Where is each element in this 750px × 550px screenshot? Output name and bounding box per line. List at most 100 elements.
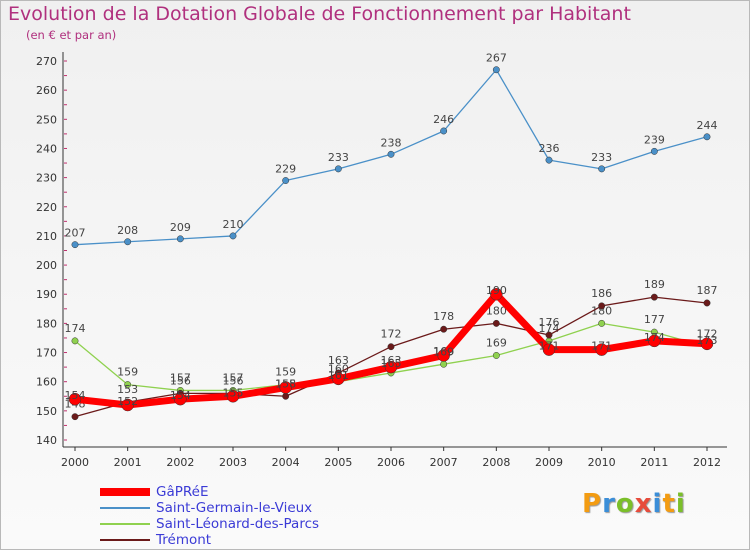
x-tick-label: 2001: [114, 456, 142, 469]
data-point: [542, 343, 556, 356]
data-label: 178: [433, 310, 454, 323]
y-tick-label: 210: [36, 230, 57, 243]
data-label: 244: [697, 119, 718, 132]
data-point: [437, 349, 450, 362]
data-label: 233: [591, 151, 612, 164]
data-point: [650, 293, 658, 301]
data-point: [226, 390, 240, 403]
data-label: 267: [486, 52, 507, 65]
chart-subtitle: (en € et par an): [26, 28, 117, 42]
x-tick-label: 2003: [219, 456, 247, 469]
data-point: [282, 177, 290, 184]
data-label: 169: [486, 336, 507, 349]
data-label: 177: [644, 313, 665, 326]
data-label: 207: [65, 227, 86, 240]
data-point: [440, 127, 448, 135]
legend-label: Saint-Germain-le-Vieux: [156, 499, 313, 516]
data-point: [229, 232, 237, 240]
data-label: 165: [381, 357, 402, 370]
x-tick-label: 2009: [535, 456, 563, 469]
x-tick-label: 2005: [324, 456, 352, 469]
data-label: 156: [223, 374, 244, 387]
x-tick-label: 2012: [693, 456, 721, 469]
data-point: [545, 156, 553, 164]
data-point: [121, 398, 134, 412]
legend-swatch: [100, 487, 150, 496]
data-label: 157: [223, 371, 244, 384]
data-point: [279, 381, 292, 394]
y-tick-label: 230: [36, 172, 57, 185]
data-point: [68, 392, 82, 406]
data-label: 180: [591, 304, 612, 317]
data-point: [176, 235, 184, 243]
data-label: 246: [433, 113, 454, 126]
data-label: 172: [697, 328, 718, 341]
data-point: [648, 334, 661, 348]
data-label: 153: [117, 383, 138, 396]
data-label: 233: [328, 151, 349, 164]
data-label: 189: [644, 278, 665, 291]
data-label: 186: [591, 287, 612, 300]
data-point: [384, 360, 398, 374]
legend-swatch: [100, 538, 150, 541]
x-tick-label: 2006: [377, 456, 405, 469]
data-label: 154: [170, 389, 191, 402]
data-label: 169: [433, 345, 454, 358]
legend-item: Trémont: [100, 532, 211, 548]
data-point: [332, 372, 345, 386]
data-point: [595, 343, 608, 356]
data-point: [387, 343, 395, 351]
data-label: 187: [697, 284, 718, 297]
legend-swatch: [100, 506, 150, 509]
y-tick-label: 270: [36, 55, 57, 68]
data-label: 209: [170, 221, 191, 234]
x-tick-label: 2004: [272, 456, 300, 469]
data-label: 171: [591, 340, 612, 353]
data-label: 158: [275, 378, 296, 391]
data-label: 156: [170, 374, 191, 387]
y-tick-label: 240: [36, 142, 57, 155]
data-point: [598, 165, 606, 173]
data-point: [71, 413, 79, 421]
x-tick-label: 2002: [166, 456, 194, 469]
data-label: 238: [381, 136, 402, 149]
data-label: 157: [170, 371, 191, 384]
data-point: [700, 337, 714, 351]
y-tick-label: 200: [36, 259, 57, 272]
proxiti-logo: Proxiti: [582, 489, 686, 519]
data-label: 159: [275, 366, 296, 379]
data-point: [71, 241, 79, 249]
data-label: 154: [65, 389, 86, 402]
data-point: [334, 165, 342, 173]
data-point: [124, 381, 132, 389]
data-point: [282, 392, 290, 400]
data-label: 210: [223, 218, 244, 231]
data-label: 161: [328, 369, 349, 382]
legend-item: Saint-Léonard-des-Parcs: [100, 515, 320, 532]
data-label: 239: [644, 133, 665, 146]
data-label: 176: [539, 316, 560, 329]
data-label: 152: [117, 395, 138, 408]
data-label: 155: [223, 386, 244, 399]
data-label: 173: [697, 334, 718, 347]
data-label: 159: [117, 366, 138, 379]
data-point: [545, 331, 553, 339]
legend-label: Saint-Léonard-des-Parcs: [156, 515, 320, 532]
data-point: [174, 392, 187, 406]
data-point: [71, 337, 79, 345]
y-tick-label: 250: [36, 113, 57, 126]
data-point: [490, 287, 503, 301]
series-saint-germain-le-vieux: 207 208 209 210 229 233 238 246 267 236 233 239 244: [65, 52, 718, 249]
data-label: 229: [275, 163, 296, 176]
data-label: 208: [117, 224, 138, 237]
legend-item: GâPRéE: [100, 484, 208, 500]
x-tick-label: 2008: [482, 456, 510, 469]
y-tick-label: 170: [36, 347, 57, 360]
y-tick-label: 150: [36, 405, 57, 418]
legend-swatch: [100, 522, 150, 525]
data-point: [492, 66, 500, 74]
chart-title: Evolution de la Dotation Globale de Fonc…: [8, 3, 631, 25]
data-point: [703, 299, 711, 307]
x-tick-label: 2010: [588, 456, 616, 469]
